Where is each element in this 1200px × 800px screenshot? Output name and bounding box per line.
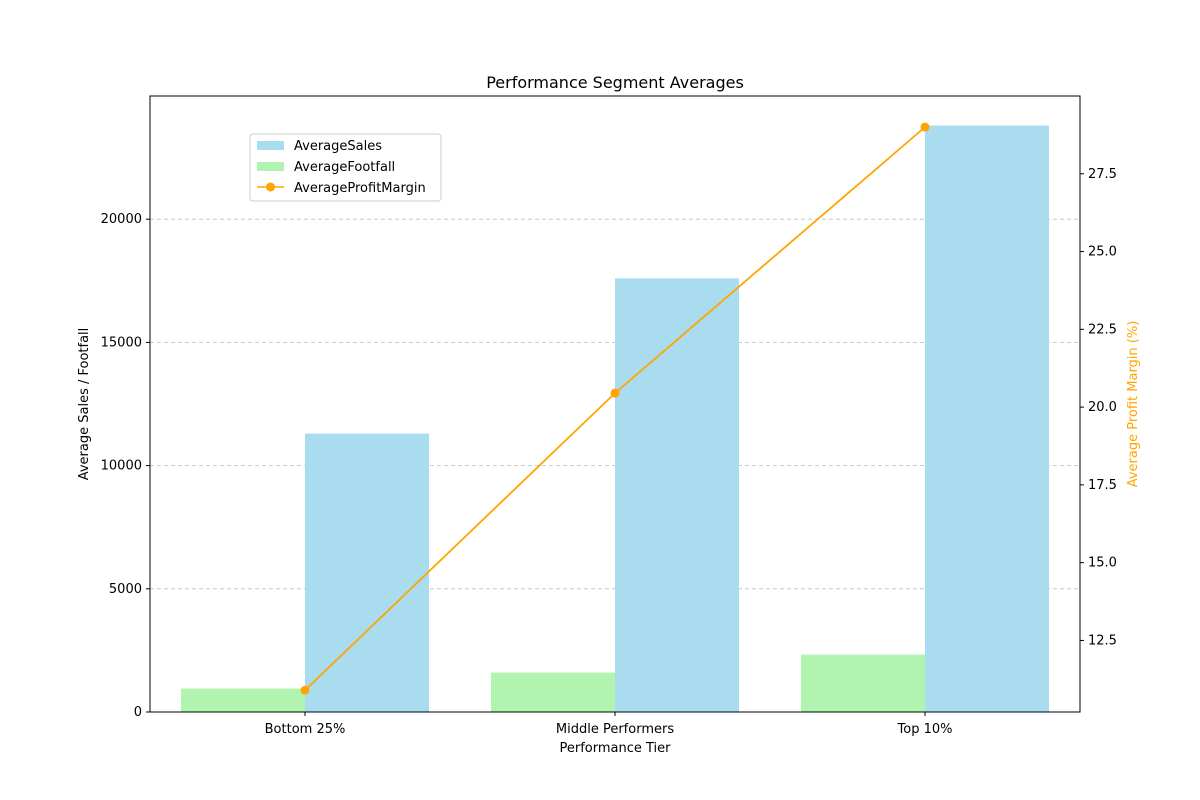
- y-tick-label-3: 15000: [101, 335, 142, 350]
- legend-label-average-sales: AverageSales: [294, 139, 382, 154]
- y2-axis-label: Average Profit Margin (%): [1126, 321, 1141, 488]
- bar-average-footfall-2: [801, 654, 925, 712]
- y2-tick-label-4: 22.5: [1088, 322, 1117, 337]
- bar-average-sales-2: [925, 125, 1049, 713]
- x-axis-label: Performance Tier: [559, 741, 671, 756]
- y2-axis-ticks: 12.5 15.0 17.5 20.0 22.5 25.0 27.5: [1080, 167, 1117, 648]
- y-axis-label: Average Sales / Footfall: [77, 328, 92, 481]
- profit-margin-point-1: [610, 388, 620, 398]
- legend-label-average-profit-margin: AverageProfitMargin: [294, 181, 426, 196]
- y2-tick-label-1: 15.0: [1088, 556, 1117, 571]
- profit-margin-point-2: [920, 122, 930, 132]
- y-tick-label-4: 20000: [101, 212, 142, 227]
- legend-box: [249, 133, 442, 202]
- x-tick-label-2: Top 10%: [897, 722, 953, 737]
- x-tick-label-1: Middle Performers: [556, 722, 674, 737]
- y2-tick-label-5: 25.0: [1088, 245, 1117, 260]
- y2-tick-label-3: 20.0: [1088, 400, 1117, 415]
- chart-title: Performance Segment Averages: [486, 73, 744, 92]
- bar-average-footfall-1: [491, 672, 615, 712]
- profit-margin-line: [300, 122, 930, 695]
- legend-label-average-footfall: AverageFootfall: [294, 160, 395, 175]
- bar-average-sales-0: [305, 433, 429, 712]
- y-tick-label-2: 10000: [101, 459, 142, 474]
- y2-tick-label-0: 12.5: [1088, 633, 1117, 648]
- y-axis-ticks: 0 5000 10000 15000 20000: [101, 212, 150, 720]
- x-axis-ticks: Bottom 25% Middle Performers Top 10%: [265, 712, 953, 737]
- legend: AverageSales AverageFootfall AverageProf…: [249, 133, 442, 202]
- legend-swatch-average-footfall: [257, 162, 284, 171]
- bar-average-sales-1: [615, 278, 739, 712]
- bars: [181, 125, 1049, 713]
- y-tick-label-0: 0: [134, 705, 142, 720]
- y2-tick-label-2: 17.5: [1088, 478, 1117, 493]
- y2-tick-label-6: 27.5: [1088, 167, 1117, 182]
- legend-swatch-average-sales: [257, 141, 284, 150]
- profit-margin-point-0: [300, 685, 310, 695]
- bar-average-footfall-0: [181, 688, 305, 712]
- legend-marker-average-profit-margin: [266, 182, 275, 192]
- y-tick-label-1: 5000: [109, 582, 142, 597]
- x-tick-label-0: Bottom 25%: [265, 722, 346, 737]
